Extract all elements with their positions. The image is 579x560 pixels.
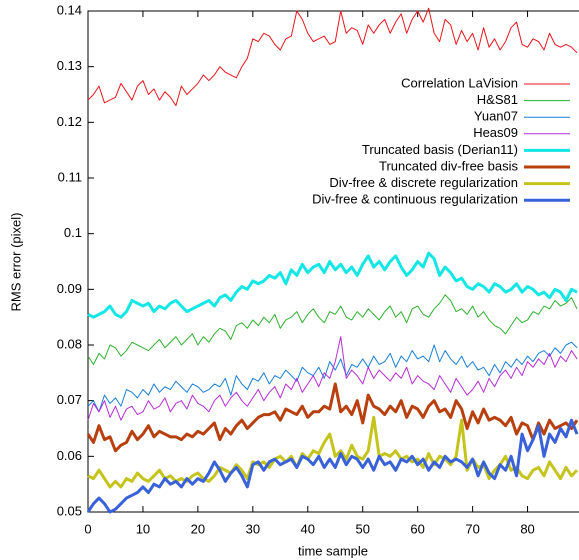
y-tick-label: 0.12 [57, 114, 82, 129]
x-tick-label: 40 [301, 521, 315, 536]
y-tick-label: 0.11 [58, 169, 82, 184]
y-tick-label: 0.05 [57, 503, 82, 518]
y-tick-label: 0.1 [64, 225, 82, 240]
y-tick-label: 0.06 [57, 448, 82, 463]
legend-label: Yuan07 [474, 109, 518, 124]
series-line [87, 7, 578, 107]
x-axis-label: time sample [298, 543, 368, 558]
x-tick-label: 30 [246, 521, 260, 536]
x-tick-label: 70 [465, 521, 479, 536]
series-line [87, 341, 578, 413]
series-line [86, 382, 579, 453]
x-tick-label: 10 [136, 521, 150, 536]
legend-label: Heas09 [473, 125, 518, 140]
legend-label: Div-free & continuous regularization [312, 192, 518, 207]
x-tick-label: 80 [520, 521, 534, 536]
y-tick-label: 0.08 [57, 336, 82, 351]
y-tick-label: 0.13 [57, 58, 82, 73]
series-line [87, 294, 578, 365]
x-tick-label: 60 [410, 521, 424, 536]
y-axis-label: RMS error (pixel) [8, 213, 23, 312]
legend-label: H&S81 [477, 92, 518, 107]
series-line [86, 418, 579, 514]
series-line [87, 336, 578, 421]
x-tick-label: 0 [84, 521, 91, 536]
legend-label: Truncated basis (Derian11) [362, 142, 518, 157]
x-tick-label: 50 [355, 521, 369, 536]
legend-label: Correlation LaVision [401, 75, 518, 90]
legend-label: Div-free & discrete regularization [329, 175, 518, 190]
legend-label: Truncated div-free basis [379, 158, 518, 173]
x-tick-label: 20 [191, 521, 205, 536]
y-tick-label: 0.14 [57, 2, 82, 17]
y-tick-label: 0.07 [57, 392, 82, 407]
series-line [87, 415, 579, 489]
plot-frame [87, 10, 579, 513]
y-tick-label: 0.09 [57, 281, 82, 296]
series-line [87, 251, 578, 319]
